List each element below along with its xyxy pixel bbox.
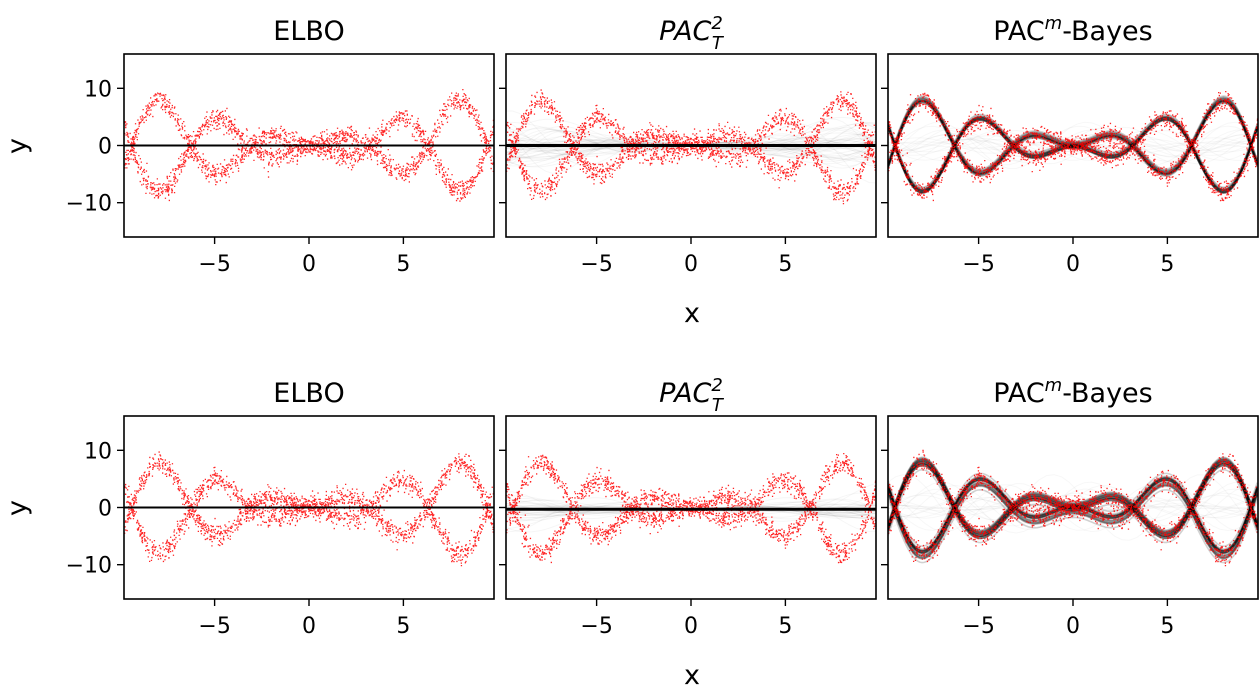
panel-4: −5 0 5 PAC2 T [499,375,877,639]
x-tick-label: 5 [396,614,410,639]
panel-title: PAC2 T [659,13,725,54]
prediction-sample [888,101,1258,176]
prediction-sample [888,100,1258,175]
data-points [124,451,494,567]
x-tick-label: −5 [580,252,612,277]
x-tick-label: 5 [1160,252,1174,277]
prediction-sample [888,102,1258,177]
panel-2: −5 0 5 PACm-Bayes [881,13,1259,277]
x-axis-label-bottom: x [684,660,700,687]
y-tick-label: 10 [84,77,112,102]
x-tick-label: −5 [962,614,994,639]
prediction-sample [888,100,1258,175]
panel-group: −5 0 5 10 0 −10 ELBO −5 0 5 PAC2 T −5 0 5 PACm-Bayes −5 0… [66,13,1259,639]
x-tick-label: 0 [302,252,316,277]
y-tick-label: 0 [98,497,112,522]
prediction-sample [888,456,1258,531]
plot-area [124,451,494,567]
x-tick-label: 0 [684,614,698,639]
data-points [506,453,876,564]
prediction-sample [888,460,1258,536]
x-axis-label-top: x [684,298,700,329]
y-tick-label: 10 [84,439,112,464]
prediction-sample [888,460,1258,536]
prediction-sample [888,117,1258,192]
prediction-sample [888,464,1258,540]
y-tick-label: −10 [66,192,112,217]
panel-5: −5 0 5 PACm-Bayes [881,375,1259,639]
y-tick-label: 0 [98,135,112,160]
panel-title: ELBO [273,16,344,47]
prediction-sample [888,100,1258,176]
prediction-sample [888,101,1258,176]
data-points [888,449,1258,567]
panel-3: −5 0 5 10 0 −10 ELBO [66,378,495,639]
prediction-sample [888,484,1258,560]
prediction-sample [888,100,1258,176]
y-tick-label: −10 [66,554,112,579]
panel-title: ELBO [273,378,344,409]
panel-0: −5 0 5 10 0 −10 ELBO [66,16,495,277]
x-tick-label: −5 [198,614,230,639]
panel-title: PAC2 T [659,375,725,416]
prediction-sample [888,102,1258,177]
data-points [888,91,1258,202]
x-tick-label: 0 [1066,614,1080,639]
x-tick-label: 5 [1160,614,1174,639]
x-tick-label: 5 [396,252,410,277]
panel-title: PACm-Bayes [993,375,1152,409]
x-tick-label: −5 [198,252,230,277]
x-tick-label: 5 [778,614,792,639]
y-axis-label-top: y [2,138,33,154]
y-axis-label-bottom: y [2,500,33,516]
x-tick-label: 0 [1066,252,1080,277]
plot-area [888,91,1258,202]
x-tick-label: −5 [962,252,994,277]
x-tick-label: 0 [302,614,316,639]
plot-area [506,89,876,205]
x-tick-label: −5 [580,614,612,639]
prediction-sample [888,96,1258,172]
plot-area [506,453,876,564]
x-tick-label: 5 [778,252,792,277]
prediction-sample [888,117,1258,192]
plot-area [888,449,1258,567]
panel-1: −5 0 5 PAC2 T [499,13,877,277]
plot-area [124,89,494,202]
prediction-sample [888,117,1258,192]
panel-title: PACm-Bayes [993,13,1152,47]
prediction-sample [888,488,1258,564]
x-tick-label: 0 [684,252,698,277]
prediction-sample [888,100,1258,175]
